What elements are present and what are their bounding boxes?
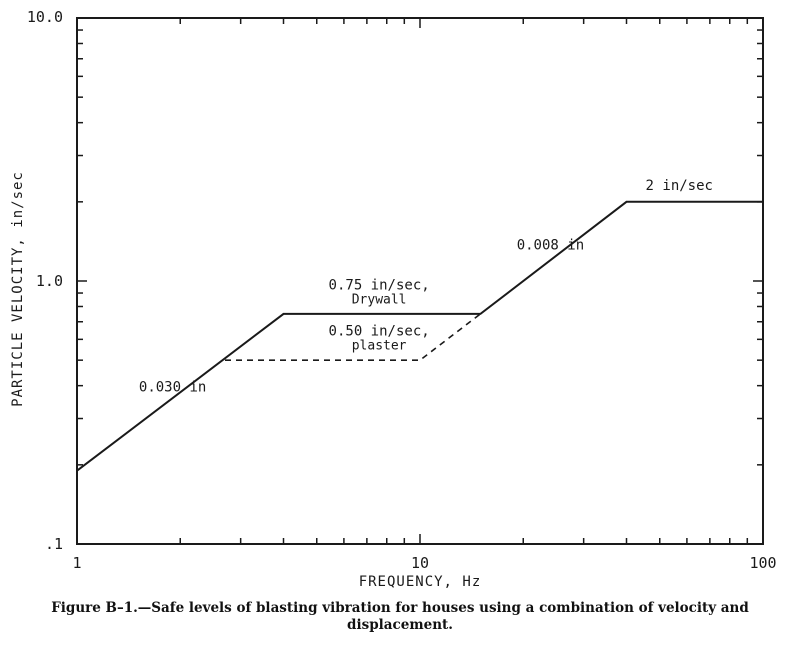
chart: 1 10 100 .1 1.0 10.0 FREQUENCY, Hz PARTICLE VEL… bbox=[10, 8, 777, 590]
annotation-label: 0.008 in bbox=[517, 237, 584, 253]
x-tick-label: 10 bbox=[411, 554, 429, 572]
x-tick-label: 1 bbox=[72, 554, 81, 572]
annotation-label: 0.75 in/sec, bbox=[329, 277, 430, 293]
annotation-label: plaster bbox=[352, 338, 407, 353]
series-line-1 bbox=[76, 200, 763, 472]
annotation-label: Drywall bbox=[352, 293, 407, 308]
y-tick-label: 10.0 bbox=[27, 8, 63, 26]
series-line-2 bbox=[225, 313, 481, 362]
figure-caption: Figure B–1.—Safe levels of blasting vibr… bbox=[0, 600, 800, 634]
y-tick-label: 1.0 bbox=[36, 272, 63, 290]
figure-caption-line-1: Figure B–1.—Safe levels of blasting vibr… bbox=[51, 600, 749, 616]
figure-caption-line-2: displacement. bbox=[347, 617, 453, 633]
y-axis-title: PARTICLE VELOCITY, in/sec bbox=[10, 171, 26, 407]
annotation-label: 0.030 in bbox=[139, 380, 206, 396]
x-tick-label: 100 bbox=[749, 554, 776, 572]
x-axis-title: FREQUENCY, Hz bbox=[359, 574, 482, 590]
annotation-label: 2 in/sec bbox=[646, 178, 713, 194]
y-tick-label: .1 bbox=[45, 535, 63, 553]
annotation-label: 0.50 in/sec, bbox=[329, 324, 430, 340]
